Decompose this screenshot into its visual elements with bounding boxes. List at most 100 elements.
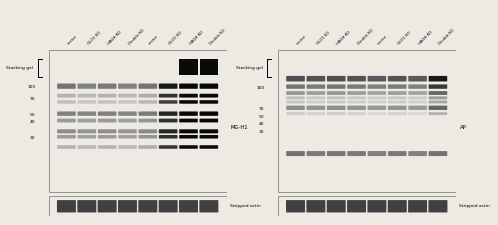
Text: 40: 40 [30,120,35,124]
FancyBboxPatch shape [200,135,218,139]
Text: GLO1 KO: GLO1 KO [316,31,331,46]
FancyBboxPatch shape [78,83,96,89]
FancyBboxPatch shape [429,106,447,110]
FancyBboxPatch shape [286,101,305,104]
FancyBboxPatch shape [368,151,386,156]
FancyBboxPatch shape [388,112,406,115]
FancyBboxPatch shape [388,101,406,104]
FancyBboxPatch shape [159,129,177,133]
FancyBboxPatch shape [118,129,137,133]
FancyBboxPatch shape [179,111,198,116]
FancyBboxPatch shape [327,106,346,110]
FancyBboxPatch shape [98,111,117,116]
FancyBboxPatch shape [307,96,325,99]
Text: Double KO: Double KO [357,28,374,46]
FancyBboxPatch shape [78,145,96,149]
FancyBboxPatch shape [200,94,218,98]
FancyBboxPatch shape [408,84,427,89]
FancyBboxPatch shape [408,91,427,95]
FancyBboxPatch shape [159,200,178,212]
FancyBboxPatch shape [200,59,218,75]
FancyBboxPatch shape [159,119,177,122]
FancyBboxPatch shape [327,200,346,212]
Text: GLO1 KO: GLO1 KO [168,31,183,46]
FancyBboxPatch shape [159,135,177,139]
FancyBboxPatch shape [388,91,406,95]
FancyBboxPatch shape [159,100,177,104]
FancyBboxPatch shape [307,84,325,89]
FancyBboxPatch shape [98,100,117,104]
FancyBboxPatch shape [307,151,325,156]
FancyBboxPatch shape [118,111,137,116]
FancyBboxPatch shape [57,83,76,89]
FancyBboxPatch shape [347,112,366,115]
FancyBboxPatch shape [286,151,305,156]
FancyBboxPatch shape [307,106,325,110]
FancyBboxPatch shape [429,84,447,89]
FancyBboxPatch shape [200,83,218,89]
FancyBboxPatch shape [138,145,157,149]
FancyBboxPatch shape [408,101,427,104]
FancyBboxPatch shape [388,76,406,81]
FancyBboxPatch shape [200,119,218,122]
FancyBboxPatch shape [429,76,447,81]
FancyBboxPatch shape [78,100,96,104]
FancyBboxPatch shape [388,151,406,156]
FancyBboxPatch shape [408,106,427,110]
FancyBboxPatch shape [200,111,218,116]
FancyBboxPatch shape [388,96,406,99]
FancyBboxPatch shape [57,145,76,149]
FancyBboxPatch shape [179,94,198,98]
FancyBboxPatch shape [347,91,366,95]
FancyBboxPatch shape [306,200,325,212]
FancyBboxPatch shape [347,200,366,212]
FancyBboxPatch shape [98,83,117,89]
FancyBboxPatch shape [98,145,117,149]
FancyBboxPatch shape [347,96,366,99]
FancyBboxPatch shape [286,96,305,99]
FancyBboxPatch shape [57,135,76,139]
FancyBboxPatch shape [159,145,177,149]
FancyBboxPatch shape [429,112,447,115]
FancyBboxPatch shape [138,119,157,122]
FancyBboxPatch shape [327,101,346,104]
FancyBboxPatch shape [118,145,137,149]
FancyBboxPatch shape [408,96,427,99]
FancyBboxPatch shape [98,135,117,139]
FancyBboxPatch shape [57,119,76,122]
Text: 50: 50 [30,113,35,117]
FancyBboxPatch shape [179,135,198,139]
FancyBboxPatch shape [98,200,117,212]
FancyBboxPatch shape [408,112,427,115]
Text: HAGH KO: HAGH KO [336,30,352,46]
FancyBboxPatch shape [307,112,325,115]
FancyBboxPatch shape [429,151,447,156]
Text: 100: 100 [27,86,35,90]
FancyBboxPatch shape [327,76,346,81]
FancyBboxPatch shape [200,145,218,149]
FancyBboxPatch shape [138,83,157,89]
FancyBboxPatch shape [118,100,137,104]
FancyBboxPatch shape [159,83,177,89]
Text: 100: 100 [256,86,264,90]
Text: 50: 50 [259,115,264,119]
FancyBboxPatch shape [347,151,366,156]
FancyBboxPatch shape [368,96,386,99]
FancyBboxPatch shape [307,91,325,95]
FancyBboxPatch shape [98,119,117,122]
FancyBboxPatch shape [388,84,406,89]
FancyBboxPatch shape [57,100,76,104]
FancyBboxPatch shape [200,129,218,133]
Text: 70: 70 [30,97,35,101]
Text: vector: vector [148,34,159,46]
Text: vector: vector [66,34,78,46]
FancyBboxPatch shape [307,101,325,104]
FancyBboxPatch shape [388,106,406,110]
FancyBboxPatch shape [327,84,346,89]
FancyBboxPatch shape [179,59,198,75]
FancyBboxPatch shape [286,106,305,110]
FancyBboxPatch shape [368,101,386,104]
Text: 30: 30 [30,136,35,140]
FancyBboxPatch shape [78,129,96,133]
FancyBboxPatch shape [118,119,137,122]
